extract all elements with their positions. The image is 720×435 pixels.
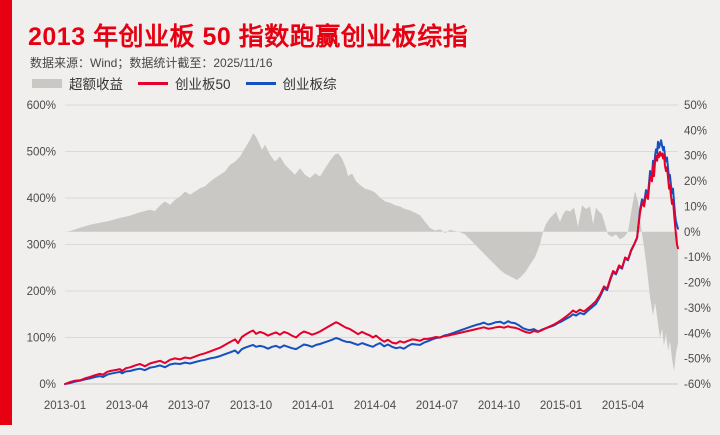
x-axis-label: 2013-01 xyxy=(44,400,86,412)
x-axis-label: 2014-10 xyxy=(478,400,520,412)
data-source-note: 数据来源：Wind；数据统计截至：2025/11/16 xyxy=(30,56,273,70)
y-axis-right-label: -30% xyxy=(684,303,711,315)
y-axis-left-label: 100% xyxy=(27,333,56,345)
chinext50-line xyxy=(64,151,679,385)
y-axis-right-label: -50% xyxy=(684,354,711,366)
x-axis-label: 2013-07 xyxy=(168,400,210,412)
y-axis-right-label: -10% xyxy=(684,252,711,264)
legend-swatch-0 xyxy=(32,78,62,88)
legend: 超额收益 创业板50 创业板综 xyxy=(32,73,337,93)
y-axis-right-label: 30% xyxy=(684,151,707,163)
y-axis-right-label: -20% xyxy=(684,278,711,290)
legend-swatch-2 xyxy=(245,81,276,85)
legend-item-chinext50: 创业板50 xyxy=(138,73,231,93)
y-axis-left-label: 0% xyxy=(39,379,56,391)
y-axis-right-label: -40% xyxy=(684,328,711,340)
accent-bar xyxy=(0,0,12,425)
x-axis-label: 2013-04 xyxy=(106,400,149,412)
legend-label-chinext-composite: 创业板综 xyxy=(282,77,337,92)
chinext-composite-line xyxy=(64,139,679,385)
y-axis-right-label: 50% xyxy=(684,100,707,112)
y-axis-left-label: 200% xyxy=(27,286,56,298)
x-axis-label: 2014-04 xyxy=(354,400,397,412)
x-axis-label: 2014-01 xyxy=(292,400,334,412)
y-axis-right-label: 10% xyxy=(684,201,707,213)
excess-return-area xyxy=(65,133,678,372)
y-axis-left-label: 500% xyxy=(27,147,56,159)
y-axis-left-label: 600% xyxy=(27,100,56,112)
y-axis-left-label: 400% xyxy=(27,193,56,205)
legend-label-chinext50: 创业板50 xyxy=(175,77,231,92)
y-axis-right-label: 40% xyxy=(684,125,707,137)
legend-item-chinext-composite: 创业板综 xyxy=(245,73,337,93)
y-axis-right-label: 20% xyxy=(684,176,707,188)
legend-swatch-1 xyxy=(138,81,168,85)
x-axis-label: 2013-10 xyxy=(230,400,272,412)
y-axis-left-label: 300% xyxy=(27,240,56,252)
x-axis-label: 2015-04 xyxy=(602,400,645,412)
legend-item-excess-return: 超额收益 xyxy=(32,73,123,93)
page-title: 2013 年创业板 50 指数跑赢创业板综指 xyxy=(28,23,469,51)
legend-label-excess-return: 超额收益 xyxy=(69,77,123,92)
x-axis-label: 2015-01 xyxy=(540,400,582,412)
x-axis-label: 2014-07 xyxy=(416,400,458,412)
y-axis-right-label: 0% xyxy=(684,227,701,239)
y-axis-right-label: -60% xyxy=(684,379,711,391)
